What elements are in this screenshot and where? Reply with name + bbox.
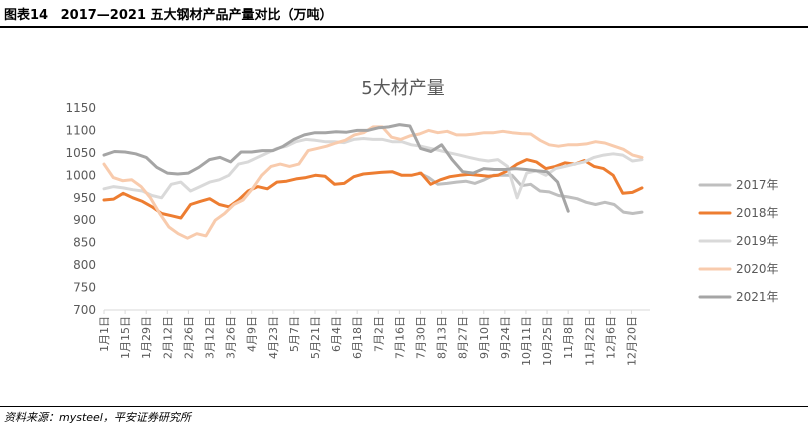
x-tick-label: 4月23日 [267, 316, 280, 359]
x-tick-label: 4月9日 [246, 316, 259, 352]
chart-title: 5大材产量 [361, 78, 444, 99]
x-tick-label: 8月13日 [436, 316, 449, 359]
x-tick-label: 5月7日 [288, 316, 301, 352]
legend-label: 2019年 [736, 234, 779, 248]
x-tick-label: 7月2日 [372, 316, 385, 352]
source-note: 资料来源：mysteel，平安证券研究所 [4, 411, 191, 424]
x-tick-label: 7月16日 [393, 316, 406, 359]
y-tick-label: 700 [73, 303, 96, 317]
x-tick-label: 8月27日 [457, 316, 470, 359]
y-tick-label: 1100 [65, 123, 96, 137]
x-tick-label: 3月12日 [203, 316, 216, 359]
series-line-2020年 [102, 125, 644, 240]
x-tick-label: 6月18日 [351, 316, 364, 359]
top-rule [0, 26, 808, 28]
x-tick-label: 2月12日 [161, 316, 174, 359]
y-tick-label: 800 [73, 258, 96, 272]
y-tick-label: 900 [73, 213, 96, 227]
legend-label: 2021年 [736, 290, 779, 304]
y-tick-label: 1050 [65, 146, 96, 160]
series-line-2019年 [102, 137, 644, 200]
figure-title: 图表14 2017—2021 五大钢材产品产量对比（万吨） [4, 4, 333, 23]
x-tick-label: 11月8日 [562, 316, 575, 359]
bottom-rule [0, 406, 808, 407]
x-tick-label: 1月1日 [98, 316, 111, 352]
x-tick-label: 10月11日 [520, 316, 533, 366]
x-tick-label: 11月22日 [583, 316, 596, 366]
x-tick-label: 6月4日 [330, 316, 343, 352]
legend-label: 2018年 [736, 206, 779, 220]
figure-label: 图表14 [4, 8, 49, 23]
x-tick-label: 9月10日 [478, 316, 491, 359]
figure-header: 图表14 2017—2021 五大钢材产品产量对比（万吨） [0, 0, 808, 26]
x-tick-label: 2月26日 [182, 316, 195, 359]
y-tick-label: 1000 [65, 168, 96, 182]
y-tick-label: 1150 [65, 101, 96, 115]
x-tick-label: 1月15日 [119, 316, 132, 359]
chart: 5大材产量 700 750 800 850 900 950 1000 1050 1100 1150 1… [65, 78, 779, 366]
y-tick-label: 950 [73, 191, 96, 205]
series-line-2017年 [417, 171, 644, 215]
x-tick-label: 12月6日 [604, 316, 617, 359]
x-tick-label: 5月21日 [309, 316, 322, 359]
x-tick-label: 7月30日 [414, 316, 427, 359]
x-tick-label: 1月29日 [140, 316, 153, 359]
series-line-2021年 [102, 123, 570, 213]
y-tick-label: 750 [73, 281, 96, 295]
x-tick-label: 12月20日 [625, 316, 638, 366]
figure-caption: 2017—2021 五大钢材产品产量对比（万吨） [60, 8, 333, 23]
x-tick-label: 3月26日 [225, 316, 238, 359]
legend-label: 2017年 [736, 178, 779, 192]
legend-label: 2020年 [736, 262, 779, 276]
y-tick-label: 850 [73, 236, 96, 250]
x-tick-label: 10月25日 [541, 316, 554, 366]
series-line-2018年 [102, 158, 644, 220]
x-tick-label: 9月24日 [499, 316, 512, 359]
